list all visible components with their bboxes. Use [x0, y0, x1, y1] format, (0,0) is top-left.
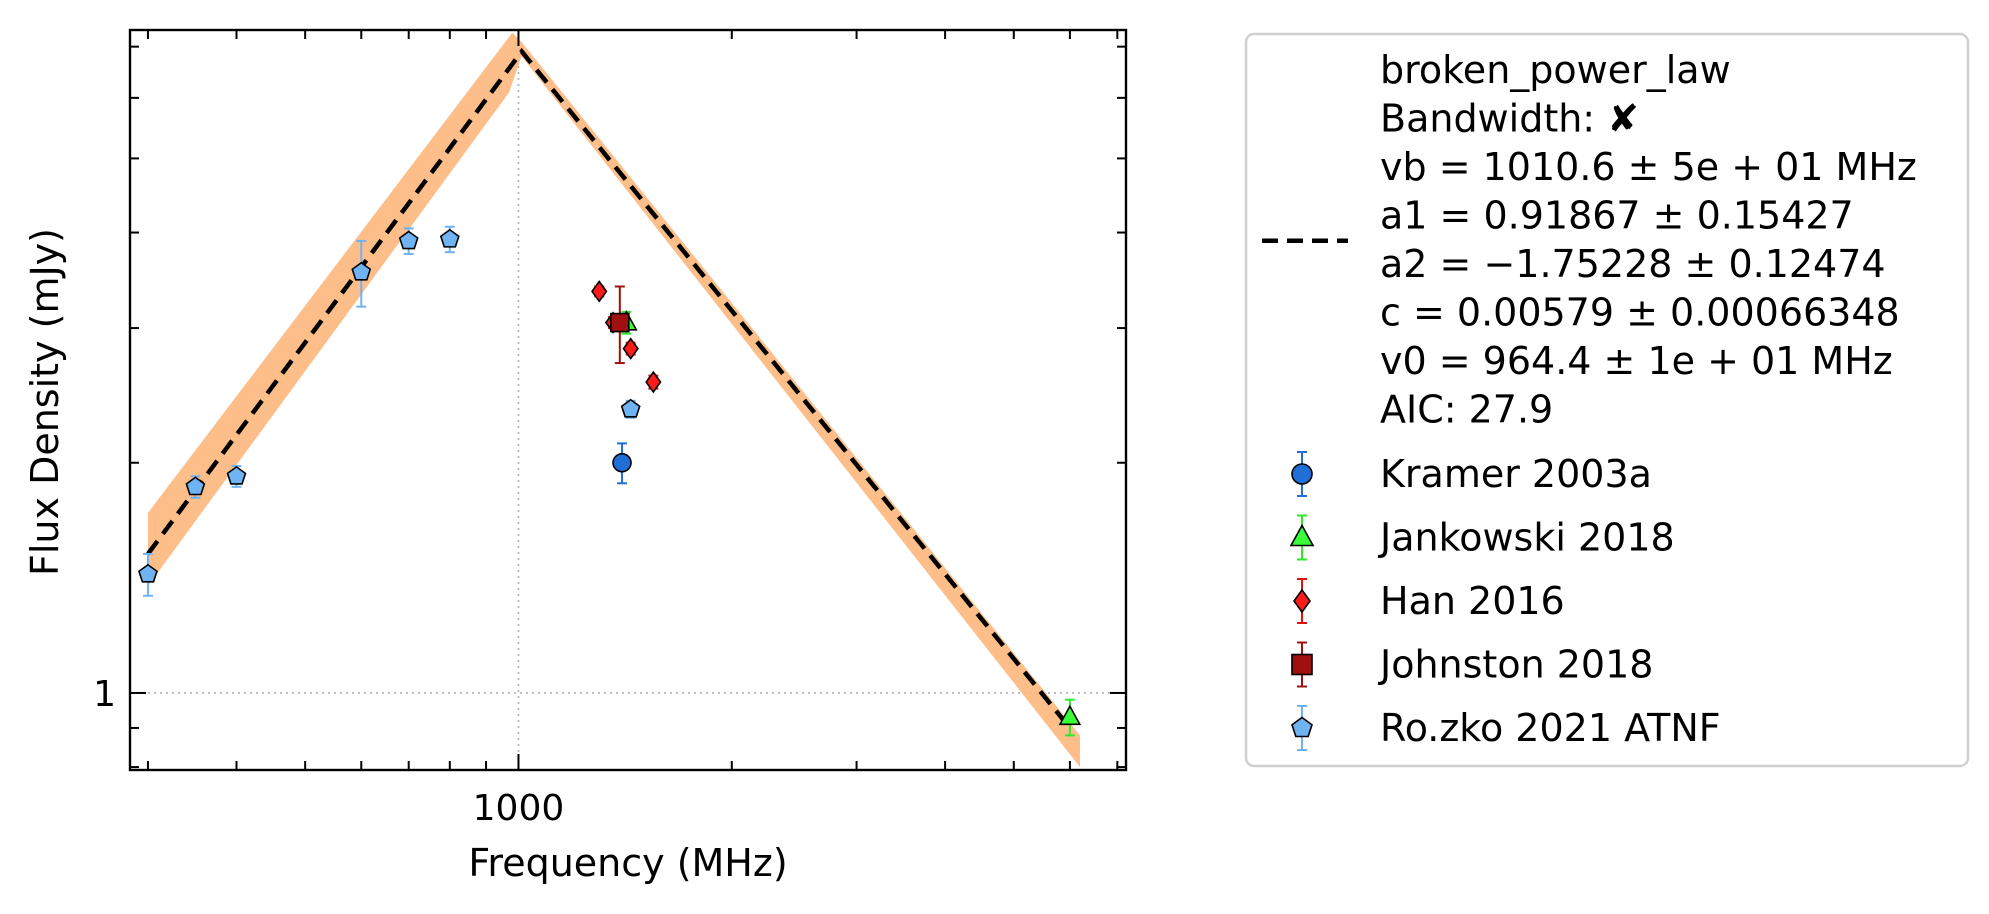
fit-uncertainty-band [147, 32, 1080, 768]
legend-fit-line: a2 = −1.75228 ± 0.12474 [1380, 242, 1886, 286]
legend-fit-line: v0 = 964.4 ± 1e + 01 MHz [1380, 339, 1893, 383]
legend-fit-line: Bandwidth: ✘ [1380, 97, 1639, 141]
legend-label: Johnston 2018 [1378, 643, 1653, 687]
legend-fit-line: broken_power_law [1380, 48, 1731, 92]
legend-marker [1291, 653, 1313, 676]
fit-line [146, 47, 1072, 730]
plot-area [130, 30, 1126, 770]
data-point [622, 337, 639, 360]
data-point [439, 228, 460, 248]
legend-label: Han 2016 [1380, 579, 1565, 623]
plot-frame [128, 28, 1128, 772]
x-tick-label: 1000 [473, 788, 565, 829]
plot-inner [130, 30, 1126, 770]
data-point [398, 230, 419, 250]
x-axis-label: Frequency (MHz) [468, 841, 787, 885]
series-4 [138, 225, 641, 597]
series-0 [612, 442, 632, 485]
legend-entry: Jankowski 2018 [1289, 514, 1675, 561]
y-tick-label: 1 [93, 674, 116, 715]
legend-marker [1291, 716, 1313, 738]
data-point [226, 465, 247, 485]
data-point [612, 452, 632, 473]
legend-fit-line: vb = 1010.6 ± 5e + 01 MHz [1380, 145, 1917, 189]
data-point [351, 261, 372, 281]
legend-label: Ro.zko 2021 ATNF [1380, 706, 1721, 750]
legend-marker [1289, 523, 1315, 547]
series-2 [591, 280, 662, 394]
y-axis-label: Flux Density (mJy) [23, 228, 67, 576]
legend-entry: Ro.zko 2021 ATNF [1291, 705, 1721, 751]
legend-entry: Johnston 2018 [1291, 641, 1653, 688]
data-point [610, 312, 630, 333]
series-3 [610, 285, 630, 365]
legend-label: Jankowski 2018 [1378, 516, 1675, 560]
legend-fit-line: a1 = 0.91867 ± 0.15427 [1380, 194, 1854, 238]
data-point [620, 398, 641, 418]
legend-entry: Han 2016 [1293, 578, 1565, 624]
data-point [591, 280, 608, 303]
legend-entry: Kramer 2003a [1291, 451, 1652, 497]
legend-box [1244, 32, 1970, 768]
legend-fit-line: AIC: 27.9 [1380, 388, 1553, 432]
data-point [185, 476, 206, 496]
data-point [138, 563, 158, 583]
legend-fit-line: c = 0.00579 ± 0.00066348 [1380, 291, 1900, 335]
legend: broken_power_law Bandwidth: ✘vb = 1010.6 … [1244, 32, 1970, 768]
legend-label: Kramer 2003a [1380, 452, 1652, 496]
data-point [645, 370, 662, 394]
axes: 1000 1 [93, 28, 1128, 829]
data-point [1058, 704, 1082, 726]
legend-marker [1291, 463, 1313, 485]
legend-marker [1293, 588, 1311, 614]
data-points [138, 225, 1082, 737]
